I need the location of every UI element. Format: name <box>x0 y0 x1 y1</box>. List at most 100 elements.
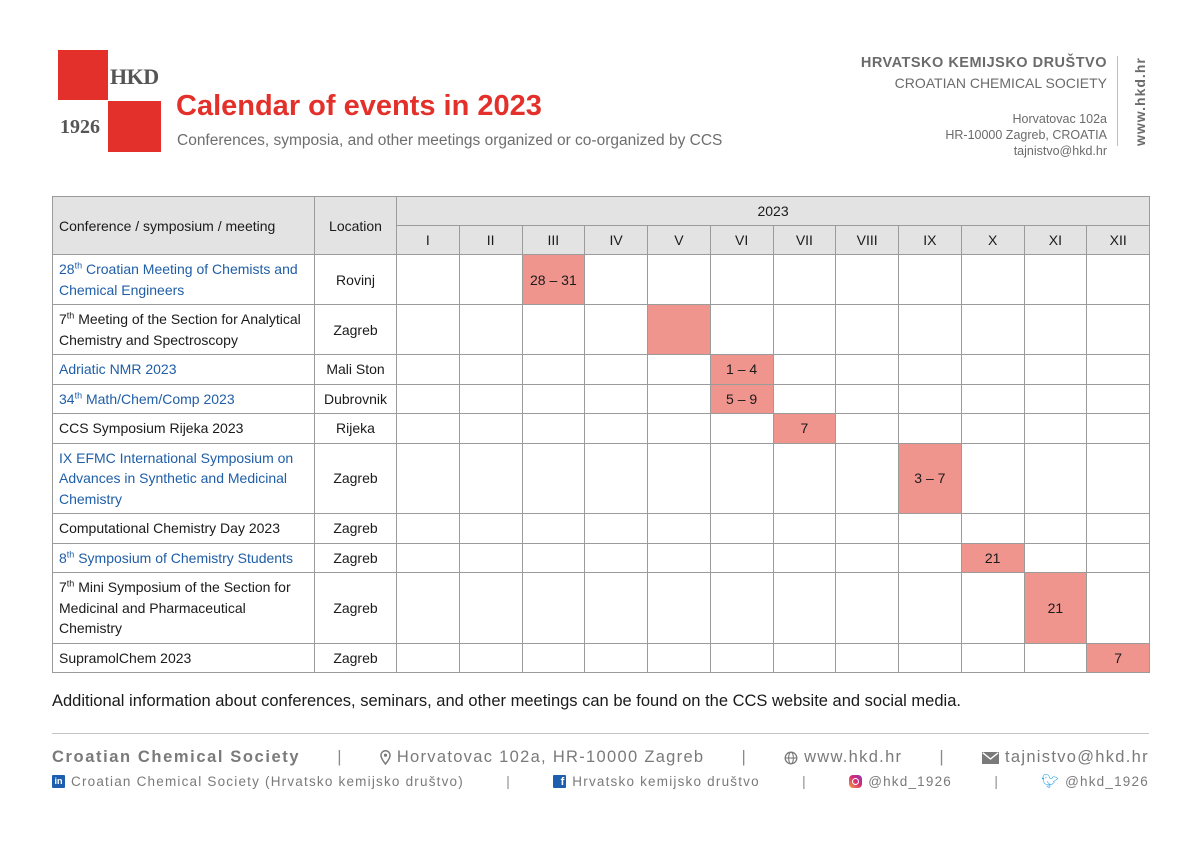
month-cell <box>1086 542 1151 573</box>
month-header-4: IV <box>584 225 648 255</box>
globe-icon <box>784 751 798 764</box>
footer-email-text[interactable]: tajnistvo@hkd.hr <box>1005 748 1149 766</box>
event-name-text-rest: Meeting of the Section for Analytical Ch… <box>59 311 301 348</box>
footer-separator: | <box>939 748 945 766</box>
month-cell <box>835 383 899 414</box>
event-date-cell: 21 <box>960 542 1025 573</box>
table-row: SupramolChem 2023 Zagreb 7 <box>52 642 1151 673</box>
month-cell <box>709 572 774 644</box>
month-cell <box>396 572 460 644</box>
footer-twitter[interactable]: 🐦︎ @hkd_1926 <box>1041 773 1149 790</box>
month-cell <box>709 542 774 573</box>
month-cell <box>960 304 1025 355</box>
footer-website-text[interactable]: www.hkd.hr <box>804 748 903 766</box>
table-row: 28th Croatian Meeting of Chemists and Ch… <box>52 254 1151 305</box>
month-cell <box>772 642 837 673</box>
event-name[interactable]: Adriatic NMR 2023 <box>52 354 315 385</box>
month-cell <box>1086 383 1151 414</box>
month-cell <box>396 383 460 414</box>
page-title: Calendar of events in 2023 <box>176 90 542 123</box>
footer-facebook-text[interactable]: Hrvatsko kemijsko društvo <box>572 774 760 789</box>
event-name-text: Adriatic NMR 2023 <box>59 361 177 377</box>
month-cell <box>835 572 899 644</box>
header-event: Conference / symposium / meeting <box>52 196 315 255</box>
event-name-text: CCS Symposium Rijeka 2023 <box>59 420 244 436</box>
month-cell <box>960 254 1025 305</box>
month-cell <box>396 542 460 573</box>
month-header-8: VIII <box>835 225 899 255</box>
month-cell <box>1086 254 1151 305</box>
table-row: 7th Mini Symposium of the Section for Me… <box>52 572 1151 644</box>
month-cell <box>396 304 460 355</box>
table-row: 8th Symposium of Chemistry Students Zagre… <box>52 542 1151 573</box>
month-cell <box>396 413 460 444</box>
month-header-7: VII <box>772 225 837 255</box>
month-cell <box>835 513 899 544</box>
event-date-cell: 5 – 9 <box>709 383 774 414</box>
vertical-website-link[interactable]: www.hkd.hr <box>1132 57 1148 146</box>
event-location: Zagreb <box>314 442 397 514</box>
footer-twitter-text[interactable]: @hkd_1926 <box>1065 774 1149 789</box>
month-header-3: III <box>521 225 586 255</box>
event-name-text: IX EFMC International Symposium on Advan… <box>59 449 294 507</box>
month-cell <box>1023 304 1088 355</box>
event-name[interactable]: 8th Symposium of Chemistry Students <box>52 542 315 573</box>
month-cell <box>1086 513 1151 544</box>
event-name-text: 28 <box>59 261 75 277</box>
month-cell <box>835 254 899 305</box>
org-email[interactable]: tajnistvo@hkd.hr <box>1013 144 1107 158</box>
event-date-cell: 28 – 31 <box>521 254 586 305</box>
org-name-english: CROATIAN CHEMICAL SOCIETY <box>894 75 1107 91</box>
event-name: Computational Chemistry Day 2023 <box>52 513 315 544</box>
footer-instagram-text[interactable]: @hkd_1926 <box>868 774 952 789</box>
event-date-cell: 21 <box>1023 572 1088 644</box>
month-cell <box>835 304 899 355</box>
event-name: 7th Mini Symposium of the Section for Me… <box>52 572 315 644</box>
calendar-body: 28th Croatian Meeting of Chemists and Ch… <box>52 254 1151 673</box>
twitter-icon: 🐦︎ <box>1041 773 1060 789</box>
events-calendar-table: Conference / symposium / meeting Locatio… <box>52 196 1151 673</box>
event-name[interactable]: IX EFMC International Symposium on Advan… <box>52 442 315 514</box>
month-cell <box>458 442 523 514</box>
org-address-line1: Horvatovac 102a <box>1012 112 1107 126</box>
logo-year: 1926 <box>60 116 100 138</box>
page-subtitle: Conferences, symposia, and other meeting… <box>177 132 723 149</box>
event-date-cell: 1 – 4 <box>709 354 774 385</box>
month-cell <box>772 542 837 573</box>
month-cell <box>647 413 711 444</box>
footer-separator: | <box>337 748 343 766</box>
table-row: CCS Symposium Rijeka 2023 Rijeka 7 <box>52 413 1151 444</box>
footer-linkedin[interactable]: in Croatian Chemical Society (Hrvatsko k… <box>52 774 464 789</box>
month-cell <box>709 304 774 355</box>
footer-website[interactable]: www.hkd.hr <box>784 748 902 767</box>
event-location: Rovinj <box>314 254 397 305</box>
footer-separator: | <box>741 748 748 766</box>
event-date-cell: 3 – 7 <box>898 442 962 514</box>
month-cell <box>584 513 648 544</box>
event-name-text: 8 <box>59 549 67 566</box>
event-name[interactable]: 28th Croatian Meeting of Chemists and Ch… <box>52 254 315 305</box>
location-pin-icon <box>380 750 391 765</box>
month-header-11: XI <box>1023 225 1088 255</box>
footer-instagram[interactable]: @hkd_1926 <box>849 774 952 789</box>
footer-email[interactable]: tajnistvo@hkd.hr <box>982 748 1149 767</box>
logo-red-square-top <box>58 50 108 100</box>
footer-facebook[interactable]: f Hrvatsko kemijsko društvo <box>553 774 760 789</box>
month-cell <box>584 642 648 673</box>
event-name[interactable]: 34th Math/Chem/Comp 2023 <box>52 383 315 414</box>
footer-separator: | <box>802 774 807 789</box>
month-cell <box>521 513 586 544</box>
footer-linkedin-text[interactable]: Croatian Chemical Society (Hrvatsko kemi… <box>71 774 464 789</box>
month-cell <box>772 572 837 644</box>
month-cell <box>396 442 460 514</box>
month-cell <box>835 354 899 385</box>
month-cell <box>458 542 523 573</box>
month-cell <box>1086 442 1151 514</box>
month-cell <box>772 513 837 544</box>
month-cell <box>1023 413 1088 444</box>
instagram-icon <box>849 775 863 788</box>
additional-info-note: Additional information about conferences… <box>52 692 961 710</box>
title-prefix: Calendar of events in <box>176 90 478 122</box>
month-cell <box>584 542 648 573</box>
org-name-croatian: HRVATSKO KEMIJSKO DRUŠTVO <box>860 55 1107 71</box>
